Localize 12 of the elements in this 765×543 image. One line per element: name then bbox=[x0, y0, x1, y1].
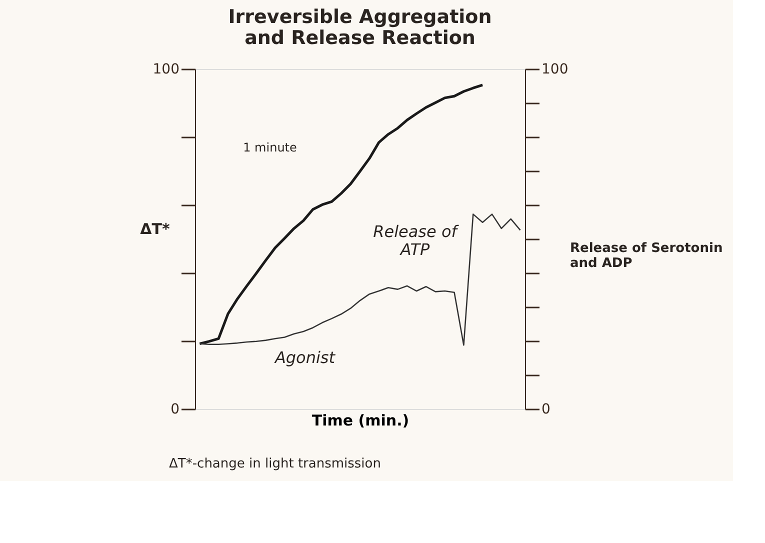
annotation: 1 minute bbox=[243, 140, 297, 155]
text: ΔT*-change in light transmission bbox=[169, 456, 381, 472]
line-series bbox=[199, 214, 521, 346]
y2-tick-label: 100 bbox=[542, 62, 568, 78]
text: Release of Serotonin and ADP bbox=[570, 241, 723, 272]
chart-title: Irreversible Aggregation and Release Reaction bbox=[228, 6, 492, 49]
annotation: Agonist bbox=[274, 348, 336, 368]
annotation: Release of ATP bbox=[373, 222, 460, 259]
x-axis-title: Time (min.) bbox=[312, 412, 410, 430]
y-axis-title: ΔT* bbox=[140, 220, 170, 238]
y2-tick-label: 0 bbox=[542, 402, 550, 418]
line-series bbox=[198, 84, 484, 346]
